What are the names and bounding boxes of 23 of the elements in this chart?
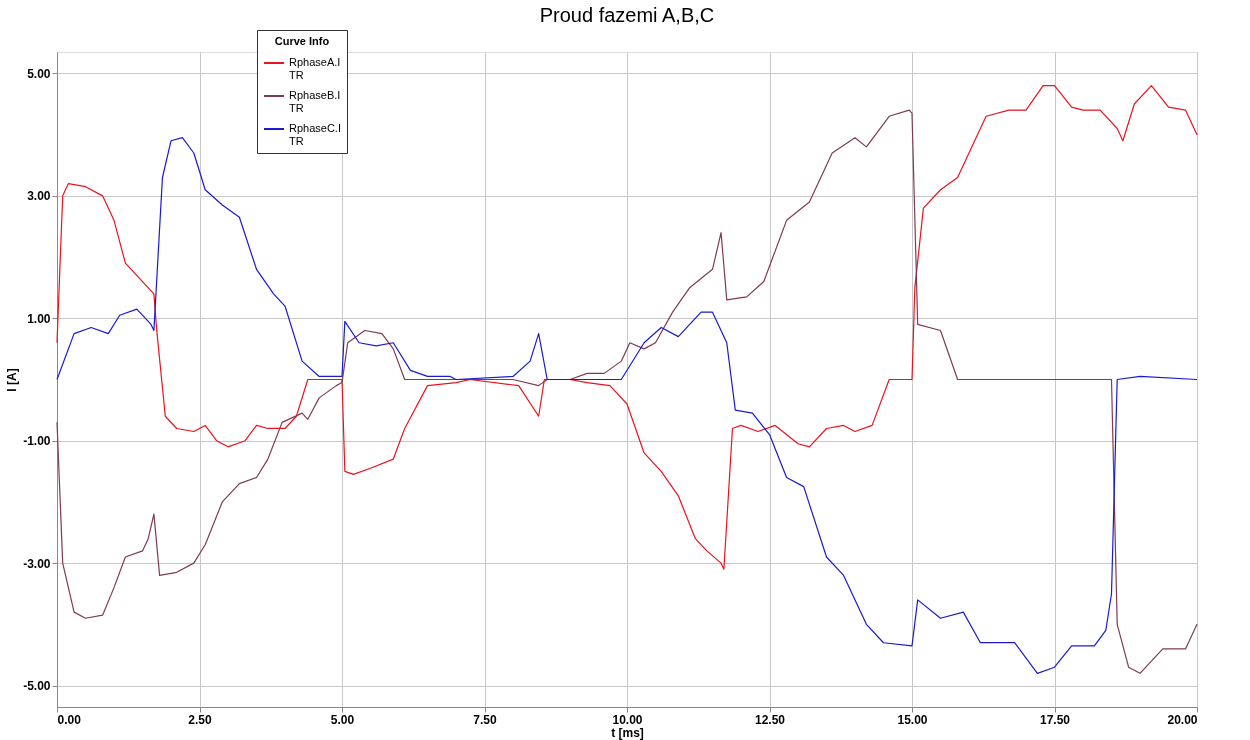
x-tick-label: 20.00 xyxy=(1167,712,1198,727)
x-tick-label: 2.50 xyxy=(188,712,212,727)
y-tick-label: 3.00 xyxy=(27,189,51,204)
legend-title: Curve Info xyxy=(274,35,330,47)
y-tick-label: -1.00 xyxy=(23,434,51,449)
x-tick-label: 15.00 xyxy=(897,712,928,727)
y-tick-label: -5.00 xyxy=(23,679,51,694)
line-series xyxy=(56,85,1198,570)
legend-label: RphaseB.I TR xyxy=(289,89,341,114)
y-axis-title: I [A] xyxy=(5,368,20,392)
y-tick-label: -3.00 xyxy=(23,556,51,571)
x-tick-label: 5.00 xyxy=(330,712,355,727)
x-tick-label: 7.50 xyxy=(473,712,497,727)
y-tick-label: 5.00 xyxy=(27,66,51,81)
legend-label: RphaseC.I TR xyxy=(289,122,341,147)
y-tick-label: 1.00 xyxy=(27,311,51,326)
x-tick-label: 0.00 xyxy=(57,712,82,727)
legend-label: RphaseA.I TR xyxy=(289,56,341,81)
x-axis-title: t [ms] xyxy=(611,725,644,740)
x-tick-label: 17.50 xyxy=(1039,712,1071,727)
x-tick-label: 10.00 xyxy=(612,712,643,727)
x-tick-label: 12.50 xyxy=(754,712,786,727)
chart-title: Proud fazemi A,B,C xyxy=(539,3,715,26)
